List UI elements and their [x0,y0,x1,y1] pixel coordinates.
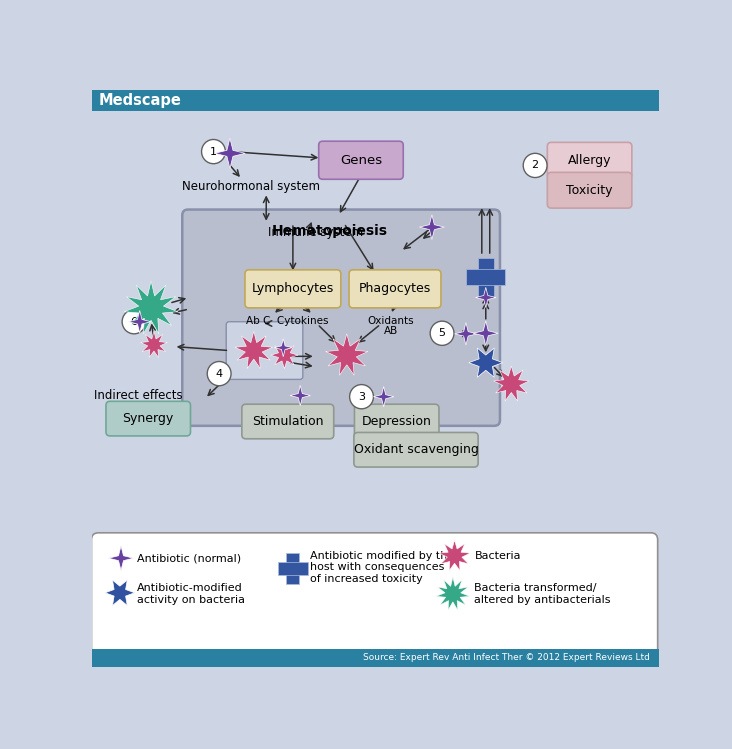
Text: 4: 4 [216,369,223,379]
Text: host with consequences: host with consequences [310,562,444,572]
Text: 6: 6 [130,317,138,327]
Text: Antibiotic modified by the: Antibiotic modified by the [310,551,454,561]
Text: Immune system: Immune system [268,226,363,240]
Polygon shape [235,331,273,369]
Polygon shape [124,281,178,334]
Text: Synergy: Synergy [122,412,174,425]
Polygon shape [439,540,470,571]
Bar [466,269,505,285]
Bar [92,649,659,667]
FancyBboxPatch shape [92,533,657,655]
Polygon shape [141,331,168,357]
Polygon shape [468,348,503,377]
Text: Phagocytes: Phagocytes [359,282,431,295]
FancyBboxPatch shape [245,270,341,308]
FancyBboxPatch shape [354,404,439,439]
Text: Hematopoiesis: Hematopoiesis [272,225,388,238]
Polygon shape [436,577,470,610]
Text: Ab C  Cytokines: Ab C Cytokines [246,315,329,326]
Text: activity on bacteria: activity on bacteria [137,595,245,604]
FancyBboxPatch shape [318,142,403,179]
Text: 2: 2 [531,160,539,171]
Text: altered by antibacterials: altered by antibacterials [474,595,611,604]
Text: Depression: Depression [362,415,432,428]
Polygon shape [290,386,310,406]
Text: Toxicity: Toxicity [567,184,613,197]
Circle shape [430,321,454,345]
Text: 3: 3 [358,392,365,401]
Polygon shape [214,138,245,169]
Bar [477,258,494,297]
FancyBboxPatch shape [182,210,500,426]
Text: Antibiotic-modified: Antibiotic-modified [137,583,242,593]
FancyBboxPatch shape [354,432,478,467]
Text: 1: 1 [210,147,217,157]
Polygon shape [474,321,498,345]
Text: Stimulation: Stimulation [252,415,324,428]
Polygon shape [455,323,477,345]
Bar [277,562,308,575]
Text: AB: AB [384,326,398,336]
Polygon shape [373,386,394,407]
Circle shape [207,362,231,386]
Circle shape [350,384,373,409]
Polygon shape [128,310,151,333]
Polygon shape [419,215,444,240]
FancyBboxPatch shape [548,142,632,178]
Text: Indirect effects: Indirect effects [94,389,183,402]
Text: Genes: Genes [340,154,382,167]
Polygon shape [105,580,135,605]
FancyBboxPatch shape [242,404,334,439]
Circle shape [201,139,225,164]
Polygon shape [476,288,496,308]
Text: Medscape: Medscape [98,93,182,108]
Polygon shape [108,546,133,571]
Polygon shape [493,366,529,401]
FancyBboxPatch shape [226,322,303,380]
Text: Lymphocytes: Lymphocytes [252,282,334,295]
Text: Bacteria transformed/: Bacteria transformed/ [474,583,597,593]
FancyBboxPatch shape [548,172,632,208]
Bar [286,554,299,583]
Polygon shape [271,342,298,369]
Polygon shape [274,339,292,357]
FancyBboxPatch shape [106,401,190,436]
Bar [92,90,659,111]
Text: Allergy: Allergy [568,154,611,167]
Text: Source: Expert Rev Anti Infect Ther © 2012 Expert Reviews Ltd: Source: Expert Rev Anti Infect Ther © 20… [363,653,650,662]
Circle shape [523,154,547,178]
Text: Oxidants: Oxidants [367,315,414,326]
Circle shape [122,309,146,334]
Polygon shape [326,334,368,375]
Text: Antibiotic (normal): Antibiotic (normal) [137,554,241,563]
Text: of increased toxicity: of increased toxicity [310,574,422,584]
Text: Oxidant scavenging: Oxidant scavenging [354,443,479,456]
Text: 5: 5 [438,328,446,339]
Text: Bacteria: Bacteria [474,551,521,561]
FancyBboxPatch shape [349,270,441,308]
Text: Neurohormonal system: Neurohormonal system [182,181,321,193]
